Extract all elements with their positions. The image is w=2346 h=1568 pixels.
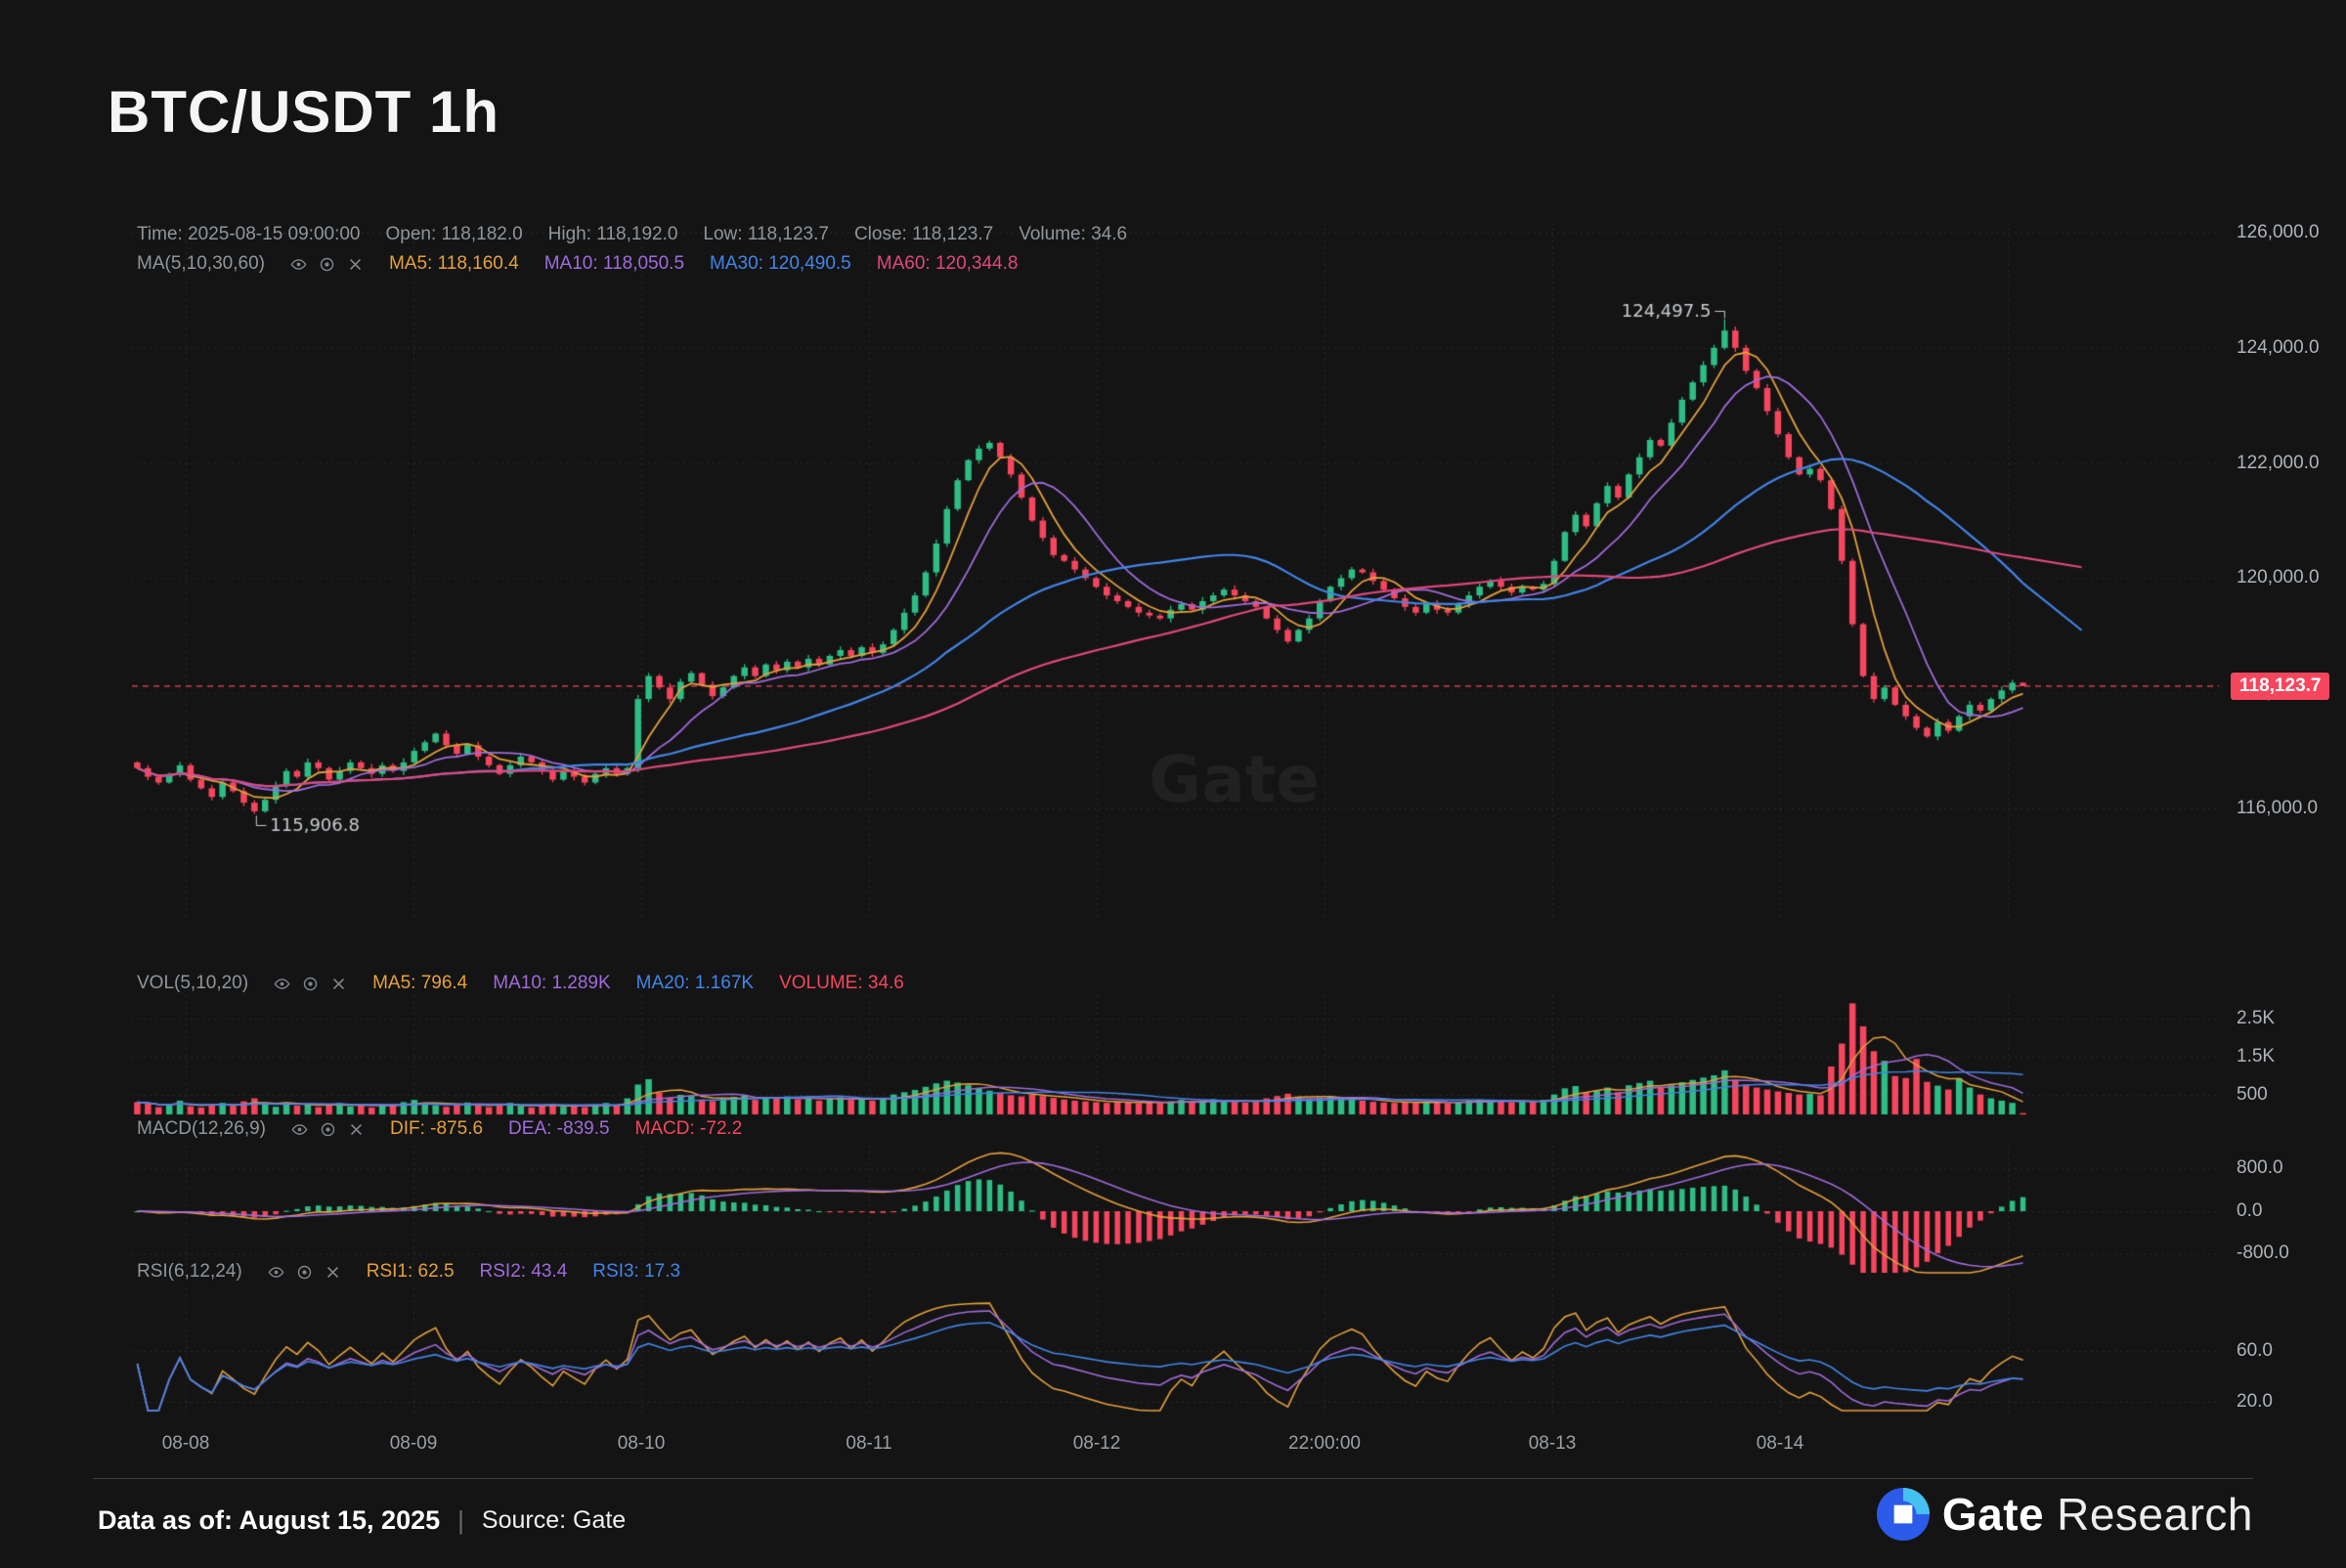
x-axis-label: 08-09: [389, 1433, 438, 1454]
visibility-icon[interactable]: [268, 1264, 284, 1281]
ohlc-info-row: Time: 2025-08-15 09:00:00 Open: 118,182.…: [137, 224, 1127, 245]
info-volume: Volume: 34.6: [1019, 224, 1128, 244]
info-high: High: 118,192.0: [547, 224, 678, 244]
rsi-axis-tick: 20.0: [2237, 1391, 2273, 1412]
price-axis-tick: 120,000.0: [2237, 567, 2320, 588]
price-axis-tick: 124,000.0: [2237, 337, 2320, 358]
brand-name: Gate: [1941, 1489, 2045, 1540]
legend-item-dea: DEA: -839.5: [508, 1118, 610, 1139]
macd-panel-canvas: [132, 1146, 2219, 1277]
gate-research-logo: Gate Research: [1876, 1488, 2253, 1541]
legend-item-ma60: MA60: 120,344.8: [876, 253, 1019, 274]
macd-legend-row: MACD(12,26,9) DIF: -875.6 DEA: -839.5 MA…: [137, 1118, 742, 1140]
legend-item-vol-ma5: MA5: 796.4: [372, 973, 468, 993]
legend-item-volume: VOLUME: 34.6: [779, 973, 904, 993]
legend-item-dif: DIF: -875.6: [390, 1118, 484, 1139]
info-time: Time: 2025-08-15 09:00:00: [137, 224, 361, 244]
vol-indicator-label: VOL(5,10,20): [137, 973, 249, 993]
source-text: Source: Gate: [481, 1506, 627, 1534]
info-low: Low: 118,123.7: [703, 224, 829, 244]
ma-legend-row: MA(5,10,30,60) MA5: 118,160.4 MA10: 118,…: [137, 253, 1018, 275]
legend-item-ma10: MA10: 118,050.5: [543, 253, 685, 274]
volume-axis-tick: 2.5K: [2237, 1008, 2276, 1028]
data-as-of-text: Data as of: August 15, 2025: [98, 1505, 441, 1535]
vol-legend-row: VOL(5,10,20) MA5: 796.4 MA10: 1.289K MA2…: [137, 973, 904, 994]
price-axis-tick: 122,000.0: [2237, 453, 2320, 473]
volume-panel-canvas: [132, 995, 2219, 1116]
macd-indicator-controls: [291, 1121, 365, 1138]
main-price-chart-canvas: [132, 223, 2219, 919]
gate-logo-icon: [1876, 1488, 1930, 1541]
legend-item-rsi2: RSI2: 43.4: [479, 1261, 568, 1282]
legend-item-macd: MACD: -72.2: [634, 1118, 743, 1139]
x-axis-label: 08-12: [1072, 1433, 1121, 1454]
legend-item-ma5: MA5: 118,160.4: [388, 253, 519, 274]
legend-item-vol-ma20: MA20: 1.167K: [635, 973, 755, 993]
macd-axis-tick: 800.0: [2237, 1157, 2283, 1178]
legend-item-ma30: MA30: 120,490.5: [710, 253, 851, 274]
macd-axis-tick: 0.0: [2237, 1200, 2263, 1221]
settings-icon[interactable]: [302, 976, 319, 992]
footer-meta: Data as of: August 15, 2025 | Source: Ga…: [98, 1505, 626, 1536]
footer-separator: |: [457, 1505, 464, 1535]
close-icon[interactable]: [330, 976, 347, 992]
price-axis-tick: 126,000.0: [2237, 222, 2320, 242]
close-icon[interactable]: [348, 1121, 365, 1138]
legend-item-rsi1: RSI1: 62.5: [366, 1261, 455, 1282]
page-title: BTC/USDT 1h: [108, 79, 500, 145]
rsi-indicator-label: RSI(6,12,24): [137, 1261, 242, 1282]
brand-suffix: Research: [2057, 1489, 2253, 1540]
legend-item-vol-ma10: MA10: 1.289K: [493, 973, 611, 993]
x-axis-label: 08-08: [161, 1433, 210, 1454]
close-icon[interactable]: [347, 256, 364, 273]
settings-icon[interactable]: [320, 1121, 336, 1138]
x-axis-label: 08-13: [1528, 1433, 1577, 1454]
volume-axis-tick: 500: [2237, 1084, 2268, 1105]
volume-axis-tick: 1.5K: [2237, 1046, 2276, 1067]
settings-icon[interactable]: [296, 1264, 313, 1281]
x-axis-label: 08-14: [1756, 1433, 1804, 1454]
vol-indicator-controls: [274, 976, 347, 992]
macd-axis-tick: -800.0: [2237, 1242, 2289, 1263]
close-icon[interactable]: [325, 1264, 341, 1281]
legend-item-rsi3: RSI3: 17.3: [592, 1261, 681, 1282]
rsi-indicator-controls: [268, 1264, 341, 1281]
settings-icon[interactable]: [319, 256, 335, 273]
current-price-tag: 118,123.7: [2231, 673, 2330, 700]
rsi-axis-tick: 60.0: [2237, 1340, 2273, 1361]
x-axis-label: 08-11: [846, 1433, 892, 1454]
info-close: Close: 118,123.7: [853, 224, 994, 244]
ma-indicator-label: MA(5,10,30,60): [137, 253, 265, 274]
price-axis-tick: 116,000.0: [2237, 798, 2319, 818]
visibility-icon[interactable]: [291, 1121, 308, 1138]
visibility-icon[interactable]: [274, 976, 290, 992]
x-axis-label: 22:00:00: [1288, 1433, 1361, 1454]
rsi-legend-row: RSI(6,12,24) RSI1: 62.5 RSI2: 43.4 RSI3:…: [137, 1261, 680, 1283]
footer-divider: [93, 1478, 2253, 1479]
macd-indicator-label: MACD(12,26,9): [137, 1118, 266, 1139]
visibility-icon[interactable]: [290, 256, 307, 273]
ma-indicator-controls: [290, 256, 364, 273]
info-open: Open: 118,182.0: [385, 224, 523, 244]
x-axis-label: 08-10: [617, 1433, 666, 1454]
rsi-panel-canvas: [132, 1288, 2219, 1414]
